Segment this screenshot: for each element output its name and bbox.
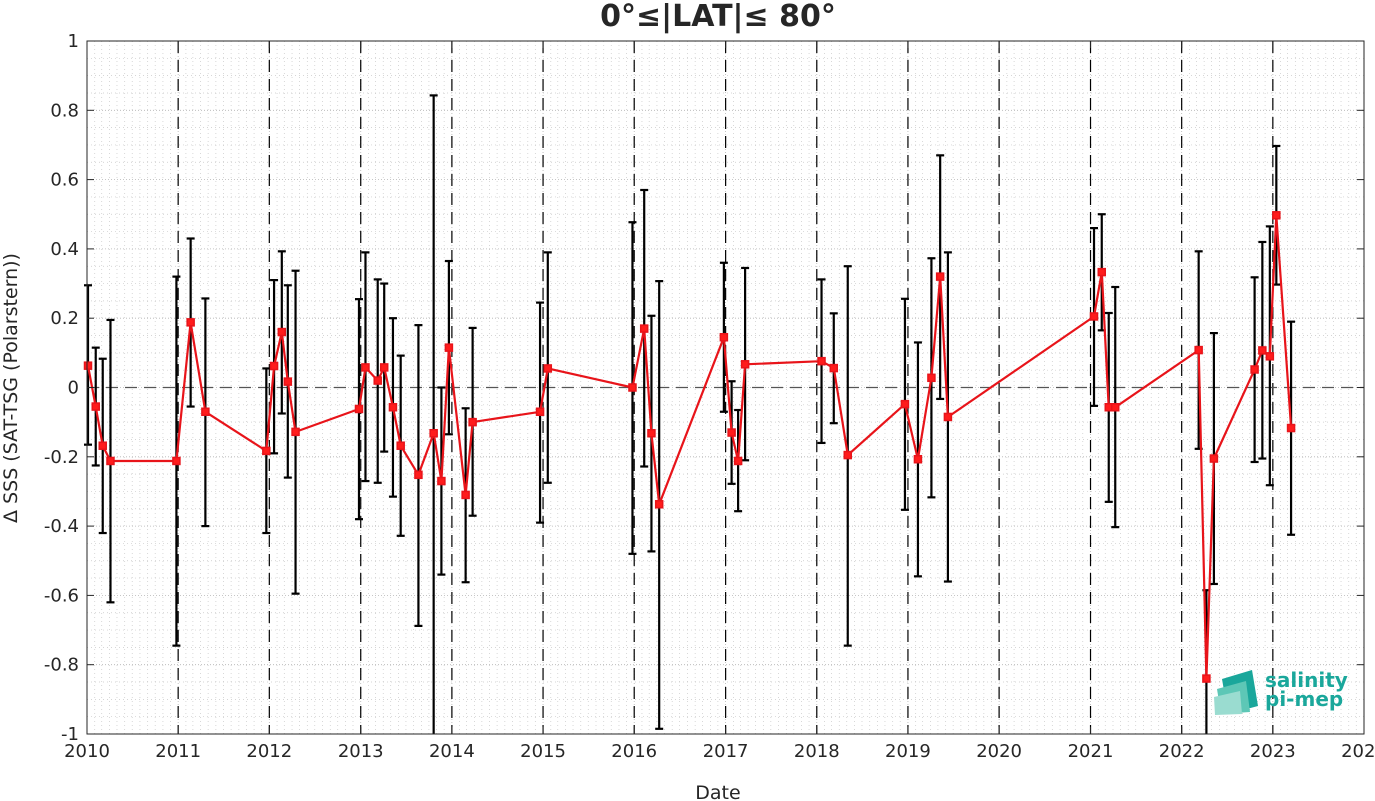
data-point-marker	[1110, 403, 1120, 412]
data-point-marker	[943, 412, 953, 422]
data-point-marker	[1202, 674, 1211, 683]
data-point-marker	[1250, 365, 1259, 374]
axes	[86, 40, 1365, 735]
data-point-marker	[277, 327, 287, 337]
data-point-marker	[269, 361, 279, 371]
x-tick-label: 2014	[429, 741, 475, 762]
y-tick-label: 1	[68, 31, 79, 52]
data-point-marker	[1286, 423, 1296, 433]
y-tick-label: 0.4	[50, 239, 79, 260]
x-tick-label: 2023	[1250, 741, 1296, 762]
data-point-marker	[654, 500, 664, 509]
y-tick-label: 0.2	[50, 308, 79, 329]
data-point-marker	[543, 364, 553, 373]
data-point-marker	[437, 476, 446, 486]
data-point-marker	[935, 272, 945, 281]
chart-title: 0°≤|LAT|≤ 80°	[600, 0, 836, 34]
data-point-marker	[843, 450, 853, 460]
data-point-marker	[535, 407, 545, 417]
x-tick-label: 2016	[611, 741, 657, 762]
data-point-marker	[373, 376, 382, 385]
x-tick-label: 2019	[885, 741, 931, 762]
x-tick-label: 2017	[703, 741, 749, 762]
data-point-marker	[1097, 267, 1107, 277]
x-tick-label: 2020	[976, 741, 1022, 762]
data-point-marker	[172, 456, 181, 466]
logo-waves-icon	[1214, 670, 1258, 715]
data-point-marker	[1258, 346, 1267, 355]
data-point-marker	[829, 363, 839, 373]
data-point-marker	[719, 333, 729, 342]
data-point-marker	[379, 363, 389, 372]
y-axis-label: Δ SSS (SAT-TSG (Polarstern))	[0, 253, 22, 523]
x-tick-label: 2018	[794, 741, 840, 762]
y-tick-label: -0.2	[44, 447, 79, 468]
data-point-marker	[639, 324, 649, 333]
x-tick-label: 2021	[1068, 741, 1114, 762]
data-point-marker	[83, 361, 93, 370]
data-point-marker	[388, 403, 398, 412]
minor-grid	[87, 41, 1364, 734]
data-point-marker	[98, 441, 107, 450]
data-point-marker	[1209, 454, 1219, 463]
data-point-marker	[628, 383, 637, 392]
y-tick-label: 0.8	[50, 100, 79, 121]
data-point-marker	[927, 373, 936, 383]
y-tick-label: 0	[68, 378, 79, 399]
x-tick-label: 2010	[64, 741, 110, 762]
y-tick-label: -1	[61, 724, 79, 745]
data-point-marker	[396, 441, 405, 450]
data-point-marker	[262, 446, 271, 456]
x-tick-label: 2024	[1341, 741, 1375, 762]
x-axis-label: Date	[695, 782, 740, 801]
logo-text-line2: pi-mep	[1265, 687, 1343, 711]
y-tick-label: -0.6	[44, 585, 79, 606]
data-point-marker	[354, 404, 364, 414]
x-tick-label: 2022	[1159, 741, 1205, 762]
x-tick-label: 2011	[155, 741, 201, 762]
data-point-marker	[1265, 352, 1275, 361]
data-point-marker	[106, 456, 115, 466]
data-point-marker	[461, 490, 470, 500]
logo-text-line1: salinity	[1265, 668, 1348, 692]
data-point-marker	[913, 454, 923, 464]
data-point-marker	[727, 428, 736, 437]
data-point-marker	[468, 417, 477, 427]
data-point-marker	[1194, 345, 1203, 355]
data-point-marker	[283, 377, 293, 386]
data-markers	[83, 211, 1296, 683]
x-tick-label: 2013	[338, 741, 384, 762]
data-point-marker	[186, 318, 195, 327]
data-point-marker	[1272, 211, 1281, 220]
salinity-pi-mep-logo: salinity pi-mep	[1214, 668, 1348, 715]
data-point-marker	[91, 402, 100, 411]
data-point-marker	[444, 343, 454, 352]
y-tick-label: 0.6	[50, 170, 79, 191]
x-tick-label: 2012	[246, 741, 292, 762]
x-tick-label: 2015	[520, 741, 566, 762]
data-point-marker	[291, 427, 300, 437]
data-point-marker	[414, 470, 423, 480]
data-point-marker	[733, 456, 743, 466]
y-tick-label: -0.8	[44, 655, 79, 676]
data-point-marker	[817, 356, 826, 366]
data-point-marker	[740, 360, 750, 369]
data-point-marker	[900, 399, 910, 409]
data-point-marker	[1089, 312, 1099, 321]
data-point-marker	[429, 428, 438, 438]
data-point-marker	[201, 407, 210, 417]
data-point-marker	[647, 428, 656, 438]
y-tick-label: -0.4	[44, 516, 79, 537]
data-point-marker	[361, 363, 370, 372]
